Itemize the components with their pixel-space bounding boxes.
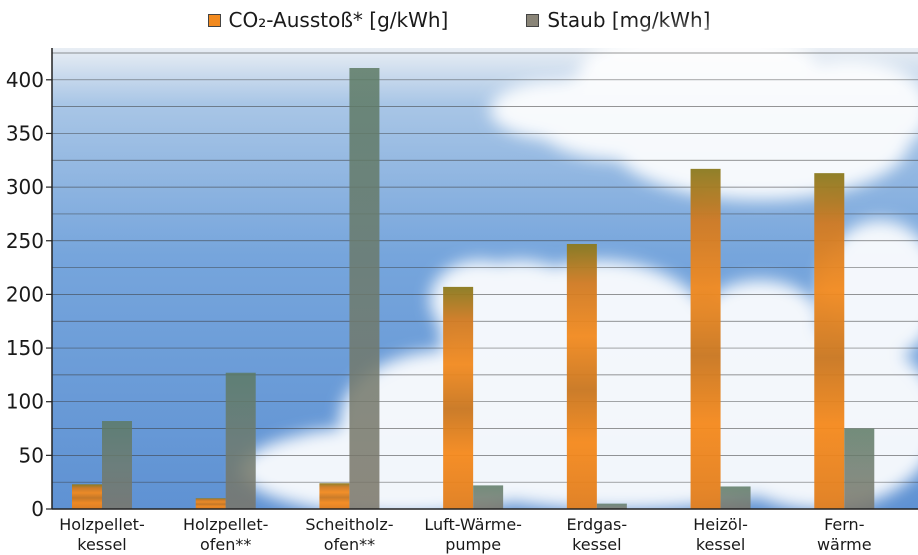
y-tick-label: 300 — [6, 175, 44, 199]
cloud-12 — [820, 220, 918, 360]
x-tick-label: wärme — [817, 535, 872, 554]
bar-co2-3 — [443, 286, 474, 509]
bar-staub-6 — [844, 428, 875, 509]
legend-item-co2: CO₂-Ausstoß* [g/kWh] — [207, 8, 449, 32]
cloud-4 — [490, 80, 630, 140]
bar-staub-4 — [596, 503, 627, 509]
x-tick-label: ofen** — [324, 535, 375, 554]
x-tick-label: Fern- — [824, 515, 864, 534]
y-tick-label: 200 — [6, 282, 44, 306]
bars — [72, 67, 875, 509]
bar-staub-2 — [349, 67, 380, 509]
cloud-13 — [700, 280, 820, 360]
x-tick-label: Holzpellet- — [183, 515, 268, 534]
cloud-3 — [770, 60, 918, 160]
bar-co2-2 — [319, 483, 350, 509]
legend-label-co2: CO₂-Ausstoß* [g/kWh] — [228, 8, 449, 32]
bar-co2-6 — [814, 173, 845, 509]
x-tick-label: Erdgas- — [567, 515, 628, 534]
legend-label-staub: Staub [mg/kWh] — [547, 8, 711, 32]
chart-legend: CO₂-Ausstoß* [g/kWh] Staub [mg/kWh] — [0, 0, 918, 40]
bar-staub-0 — [102, 421, 132, 509]
x-tick-label: pumpe — [445, 535, 501, 554]
legend-item-staub: Staub [mg/kWh] — [526, 8, 710, 32]
grid-lines — [52, 52, 918, 483]
legend-swatch-staub — [526, 13, 540, 27]
x-tick-label: Heizöl- — [693, 515, 748, 534]
bar-staub-1 — [225, 372, 256, 509]
bar-staub-3 — [473, 485, 504, 509]
legend-swatch-co2 — [207, 13, 221, 27]
x-tick-label: kessel — [77, 535, 127, 554]
x-tick-label: Luft-Wärme- — [424, 515, 522, 534]
bar-staub-5 — [720, 486, 751, 509]
y-tick-label: 100 — [6, 390, 44, 414]
x-tick-label: Scheitholz- — [305, 515, 393, 534]
sky-background — [52, 30, 918, 515]
axes: 0 50 100 150 200 250 300 350 400 Holzpellet-kesse… — [6, 48, 918, 554]
bar-co2-5 — [690, 168, 721, 509]
y-tick-label: 350 — [6, 121, 44, 145]
bar-co2-0 — [72, 484, 102, 509]
bar-co2-1 — [195, 498, 226, 509]
clouds — [240, 30, 918, 515]
x-tick-label: ofen** — [200, 535, 251, 554]
y-tick-label: 250 — [6, 229, 44, 253]
x-tick-label: kessel — [696, 535, 746, 554]
y-tick-label: 150 — [6, 336, 44, 360]
y-tick-label: 400 — [6, 68, 44, 92]
x-tick-label: kessel — [572, 535, 622, 554]
x-tick-label: Holzpellet- — [59, 515, 144, 534]
y-tick-label: 50 — [19, 443, 44, 467]
y-tick-label: 0 — [31, 497, 44, 521]
bar-co2-4 — [566, 243, 597, 509]
